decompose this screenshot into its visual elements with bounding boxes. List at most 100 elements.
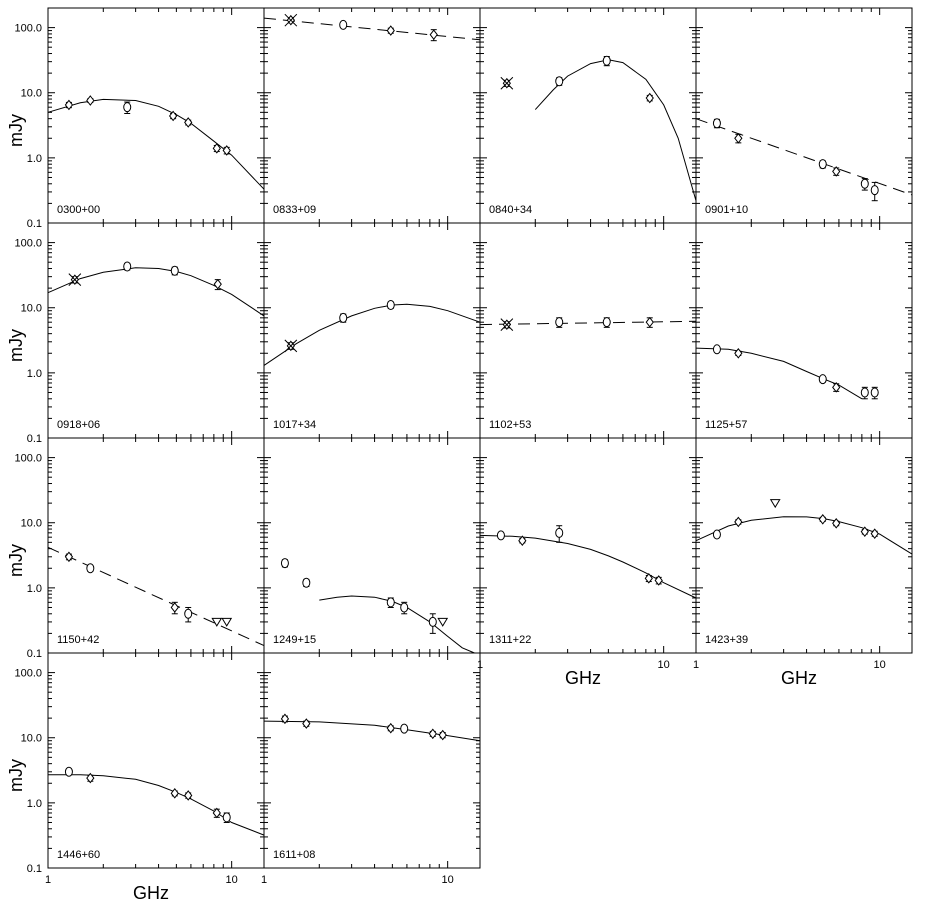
x-tick-label: 1 <box>261 874 267 886</box>
y-axis-title: mJy <box>6 759 26 792</box>
data-point <box>284 339 298 353</box>
circle-marker <box>428 616 437 627</box>
circle-marker <box>555 76 564 87</box>
panel-frame <box>695 437 913 654</box>
data-point <box>168 110 178 122</box>
diamond-marker <box>302 718 311 729</box>
data-point <box>870 181 879 202</box>
data-point <box>339 19 348 30</box>
data-point <box>645 316 654 328</box>
diamond-marker <box>734 516 743 528</box>
diamond-marker <box>832 382 841 393</box>
fit-curve <box>479 320 697 326</box>
diamond-marker <box>212 143 221 154</box>
panel-frame <box>695 7 913 224</box>
data-point <box>280 558 289 569</box>
fit-curve <box>319 595 475 654</box>
circle-marker <box>64 766 73 777</box>
diamond-marker <box>734 132 743 144</box>
diamond-marker <box>213 278 222 290</box>
panel-0833+09: 0833+09 <box>263 7 481 224</box>
data-point <box>184 790 193 801</box>
diamond-marker <box>184 117 193 128</box>
circle-marker <box>170 265 179 276</box>
y-tick-label: 0.1 <box>27 863 42 875</box>
circle-marker <box>602 317 611 328</box>
data-point <box>428 728 437 740</box>
data-point <box>386 25 395 36</box>
circle-marker <box>302 577 311 588</box>
x-tick-label: 10 <box>658 659 670 671</box>
circle-marker <box>222 812 231 823</box>
diamond-marker <box>734 347 743 359</box>
data-point <box>602 55 611 67</box>
panel-label: 1102+53 <box>489 419 531 431</box>
x-tick-label: 10 <box>874 659 886 671</box>
data-point <box>386 597 395 608</box>
panel-frame <box>47 437 265 654</box>
upper-limit-marker <box>437 617 449 627</box>
diamond-marker <box>168 110 178 122</box>
panel-frame <box>695 222 913 439</box>
circle-marker <box>496 530 505 541</box>
data-point <box>518 535 527 547</box>
x-tick-label: 10 <box>226 874 238 886</box>
circle-marker <box>386 300 395 311</box>
diamond-marker <box>64 551 74 563</box>
circle-marker <box>818 159 827 170</box>
fit-curve <box>47 98 265 190</box>
panel-label: 1125+57 <box>705 419 747 431</box>
diamond-marker <box>386 722 395 734</box>
data-point <box>222 145 231 156</box>
data-point <box>734 347 743 359</box>
circle-marker <box>602 55 611 66</box>
y-axis-title: mJy <box>6 544 26 577</box>
data-point <box>860 386 869 400</box>
upper-limit-marker <box>769 499 781 509</box>
panel-label: 1150+42 <box>57 634 99 646</box>
upper-limit-marker <box>221 617 233 627</box>
diamond-marker <box>386 25 395 36</box>
circle-marker <box>860 178 869 189</box>
circle-marker <box>123 261 132 272</box>
diamond-marker <box>64 99 74 111</box>
data-point <box>428 613 437 634</box>
data-point <box>184 117 193 128</box>
diamond-marker <box>429 29 438 40</box>
circle-marker <box>870 387 879 398</box>
circle-marker <box>712 529 721 540</box>
diamond-marker <box>280 713 290 725</box>
panel-1446+60: 1446+60 <box>47 652 265 869</box>
panel-label: 0901+10 <box>705 204 748 216</box>
data-point <box>284 13 298 27</box>
data-point <box>437 617 449 627</box>
data-point <box>302 718 311 729</box>
cross-marker <box>500 76 514 90</box>
diamond-marker <box>518 535 527 547</box>
x-axis-title: GHz <box>565 668 601 688</box>
panel-1249+15: 1249+15 <box>263 437 481 654</box>
data-point <box>870 528 879 539</box>
panel-label: 1423+39 <box>705 634 748 646</box>
data-point <box>712 118 721 129</box>
diamond-marker <box>644 573 653 584</box>
y-tick-label: 1.0 <box>27 583 42 595</box>
fit-curve <box>47 546 265 647</box>
panel-frame <box>263 652 481 869</box>
diamond-marker <box>212 807 221 819</box>
panel-frame <box>479 7 697 224</box>
y-tick-label: 0.1 <box>27 433 42 445</box>
x-tick-label: 1 <box>45 874 51 886</box>
data-point <box>211 617 223 627</box>
circle-marker <box>339 19 348 30</box>
data-point <box>712 344 721 355</box>
panel-1150+42: 1150+42 <box>47 437 265 654</box>
circle-marker <box>712 344 721 355</box>
data-point <box>339 312 348 323</box>
data-point <box>280 713 290 725</box>
data-point <box>222 812 231 823</box>
y-tick-label: 100.0 <box>14 23 42 35</box>
data-point <box>68 273 82 286</box>
circle-marker <box>712 118 721 129</box>
